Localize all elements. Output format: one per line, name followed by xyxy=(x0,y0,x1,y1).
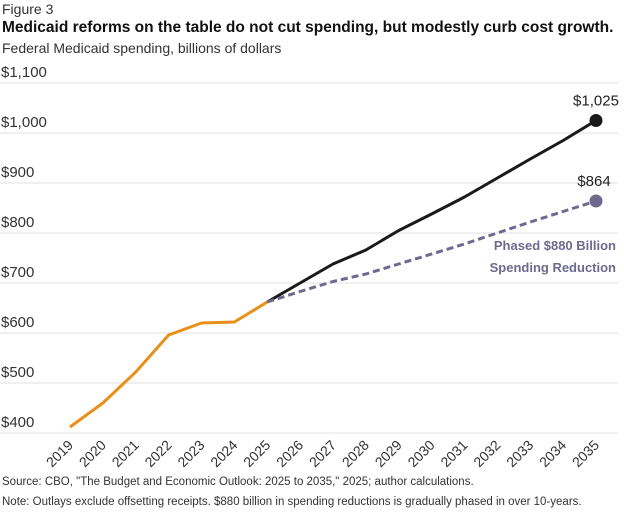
x-tick-label: 2032 xyxy=(470,437,503,470)
x-tick-label: 2031 xyxy=(437,437,470,470)
footnote: Note: Outlays exclude offsetting receipt… xyxy=(2,496,582,508)
y-tick-label: $500 xyxy=(1,364,34,381)
end-value-label: $1,025 xyxy=(573,93,619,110)
x-tick-label: 2033 xyxy=(503,437,536,470)
y-tick-label: $1,000 xyxy=(1,114,47,131)
y-tick-label: $800 xyxy=(1,214,34,231)
y-tick-label: $1,100 xyxy=(1,64,47,81)
x-tick-label: 2023 xyxy=(174,437,207,470)
series-annotation: Phased $880 Billion xyxy=(494,238,616,253)
x-tick-label: 2020 xyxy=(76,437,109,470)
figure-label: Figure 3 xyxy=(2,1,54,17)
x-tick-label: 2021 xyxy=(109,437,142,470)
y-tick-label: $900 xyxy=(1,164,34,181)
x-tick-label: 2022 xyxy=(141,437,174,470)
source-note: Source: CBO, "The Budget and Economic Ou… xyxy=(2,476,474,488)
x-tick-label: 2029 xyxy=(372,437,405,470)
x-tick-label: 2024 xyxy=(207,437,240,470)
x-tick-label: 2027 xyxy=(306,437,339,470)
x-tick-label: 2035 xyxy=(569,437,602,470)
x-tick-label: 2030 xyxy=(404,437,437,470)
y-tick-label: $400 xyxy=(1,414,34,431)
y-tick-label: $600 xyxy=(1,314,34,331)
series-line-0 xyxy=(69,300,269,429)
series-line-2 xyxy=(266,199,597,304)
x-tick-label: 2028 xyxy=(339,437,372,470)
y-tick-label: $700 xyxy=(1,264,34,281)
x-tick-label: 2019 xyxy=(43,437,76,470)
x-tick-label: 2026 xyxy=(273,437,306,470)
x-tick-label: 2034 xyxy=(536,437,569,470)
end-point-marker xyxy=(589,114,603,127)
x-tick-label: 2025 xyxy=(240,437,273,470)
chart-subtitle: Federal Medicaid spending, billions of d… xyxy=(2,40,282,56)
end-value-label: $864 xyxy=(577,173,610,190)
series-annotation: Spending Reduction xyxy=(490,260,616,275)
chart-title: Medicaid reforms on the table do not cut… xyxy=(2,19,614,36)
end-point-marker xyxy=(589,194,603,208)
series-line-1 xyxy=(266,119,597,304)
